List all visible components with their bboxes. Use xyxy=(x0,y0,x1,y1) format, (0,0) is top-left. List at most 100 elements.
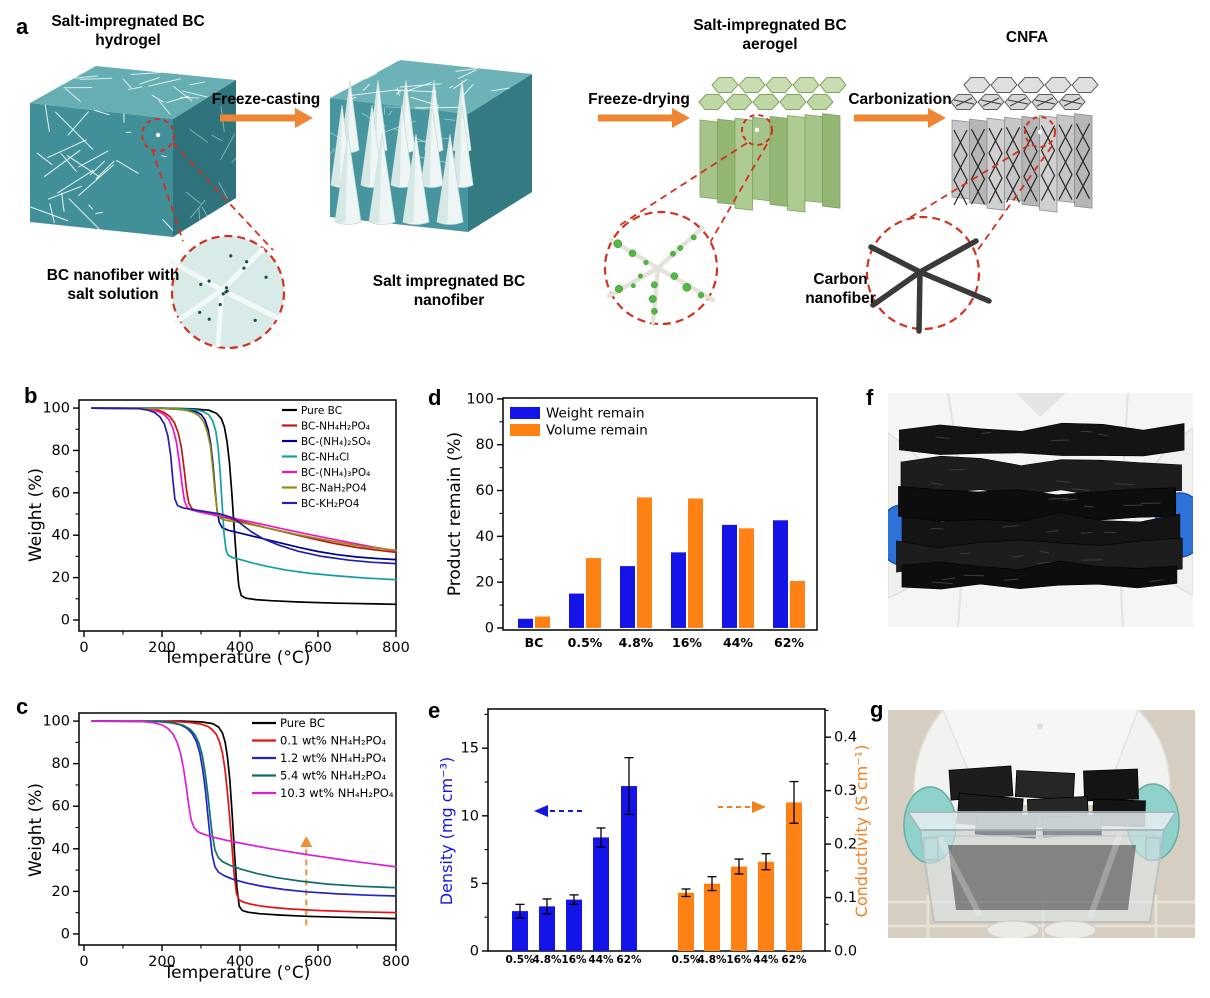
category-label-conductivity: 4.8% xyxy=(697,954,727,966)
bar-conductivity-44 xyxy=(758,861,774,951)
salt-bead xyxy=(670,272,679,280)
nanofiber-line xyxy=(49,203,55,223)
legend-label-bc-nh-po: BC-(NH₄)₃PO₄ xyxy=(301,467,370,479)
hex-cell xyxy=(819,77,847,93)
nanofiber-line xyxy=(463,83,474,96)
nanofiber-line xyxy=(151,94,165,103)
category-label-conductivity: 0.5% xyxy=(671,954,701,966)
nanofiber-line xyxy=(131,72,162,76)
nanofiber-line xyxy=(406,81,432,92)
hex-truss xyxy=(1036,97,1054,107)
bar-volume-remain-bc xyxy=(535,616,550,628)
slab-highlight xyxy=(1083,505,1094,508)
y-tick-label: 5 xyxy=(470,876,479,892)
legend-label-pure-bc: Pure BC xyxy=(280,716,325,730)
y-tick-label: 0.4 xyxy=(834,730,857,746)
nanofiber-line xyxy=(68,197,100,230)
fiber-branch xyxy=(916,269,923,334)
legend-label-bc-nah-po4: BC-NaH₂PO4 xyxy=(301,482,367,494)
carbon-truss xyxy=(1040,125,1056,201)
salt-dot xyxy=(245,260,249,264)
category-label: 62% xyxy=(774,635,804,650)
hex-cell xyxy=(752,94,780,110)
photo-cnfa-box xyxy=(888,710,1195,938)
chart-c-xlabel: Temperature (°C) xyxy=(163,963,311,983)
nanofiber-line xyxy=(43,149,81,178)
bar-weight-remain-0-5 xyxy=(569,593,584,628)
nanofiber-line xyxy=(201,206,208,217)
x-tick-label: 400 xyxy=(226,954,254,970)
axis-frame xyxy=(502,397,818,631)
nanofiber-line xyxy=(189,81,206,86)
salt-bead xyxy=(614,284,624,294)
y-tick-label: 80 xyxy=(52,756,70,772)
panel-label-b: b xyxy=(24,383,38,408)
carbon-slab xyxy=(901,560,1178,590)
x-tick-label: 800 xyxy=(382,640,410,656)
carbon-truss xyxy=(970,128,986,205)
ice-cone-shade xyxy=(421,105,432,186)
slab-highlight xyxy=(1003,578,1019,581)
fiber-branch xyxy=(219,287,281,321)
slab-highlight xyxy=(1002,525,1020,528)
nanofiber-line xyxy=(362,83,371,92)
y-tick-label: 60 xyxy=(52,485,70,501)
carbon-slab xyxy=(900,455,1182,498)
slab-highlight xyxy=(932,581,953,584)
nanofiber-line xyxy=(385,106,427,110)
shoe-right xyxy=(1043,920,1097,938)
y-tick-label: 0.3 xyxy=(834,783,857,799)
chart-c-ylabel: Weight (%) xyxy=(26,782,46,878)
x-tick-label: 0 xyxy=(79,954,88,970)
zoom-connector xyxy=(151,148,184,242)
slab-highlight xyxy=(1048,497,1069,500)
fiber-branch xyxy=(173,287,225,325)
nanofiber-line xyxy=(61,192,65,212)
salt-bead xyxy=(650,281,658,289)
nanofiber-line xyxy=(158,100,171,115)
category-label-density: 0.5% xyxy=(505,954,535,966)
y-tick-label: 0 xyxy=(470,944,479,960)
fiber-branch xyxy=(917,238,979,275)
y-tick-label: 40 xyxy=(52,528,70,544)
slab-highlight xyxy=(1080,430,1093,433)
hex-cell xyxy=(990,77,1018,93)
nanofiber-line xyxy=(36,152,53,166)
y-tick-label: 60 xyxy=(52,799,70,815)
slab-highlight xyxy=(960,552,972,555)
x-tick-label: 600 xyxy=(304,954,332,970)
bar-volume-remain-16 xyxy=(688,498,703,628)
carbon-slab xyxy=(1014,770,1076,800)
box-handle-right xyxy=(1145,837,1161,861)
nanofiber-line xyxy=(94,109,110,116)
nanofiber-line xyxy=(29,206,69,222)
legend-label-0-1-wt-nh-h-po: 0.1 wt% NH₄H₂PO₄ xyxy=(280,733,387,747)
annotation-arrow-head xyxy=(300,836,313,848)
hex-cell xyxy=(738,77,766,93)
slab-highlight xyxy=(1050,439,1070,442)
nanofiber-line xyxy=(139,77,160,85)
carbon-truss xyxy=(1058,124,1073,200)
zoom-dot xyxy=(155,132,161,138)
hex-truss xyxy=(1009,97,1027,107)
hex-truss xyxy=(982,97,1000,107)
nanofiber-line xyxy=(455,67,479,72)
nanofiber-line xyxy=(122,78,132,89)
freeze-drying-label: Freeze-drying xyxy=(588,91,690,108)
nanofiber-line xyxy=(374,129,384,139)
category-label-density: 44% xyxy=(588,954,614,966)
zoom-connector xyxy=(172,142,274,251)
nanofiber-line xyxy=(56,169,94,194)
y-tick-label: 100 xyxy=(42,401,70,417)
hex-truss xyxy=(1063,97,1081,107)
bar-conductivity-62 xyxy=(786,802,802,951)
bar-conductivity-0-5 xyxy=(678,892,694,951)
slab-highlight xyxy=(931,527,944,530)
legend-label-pure-bc: Pure BC xyxy=(301,405,342,417)
bar-weight-remain-4-8 xyxy=(620,566,635,628)
ice-cone-shade xyxy=(403,134,416,223)
fiber-branch xyxy=(917,269,992,304)
y-tick-label: 0.2 xyxy=(834,837,857,853)
hex-cell xyxy=(1044,77,1072,93)
